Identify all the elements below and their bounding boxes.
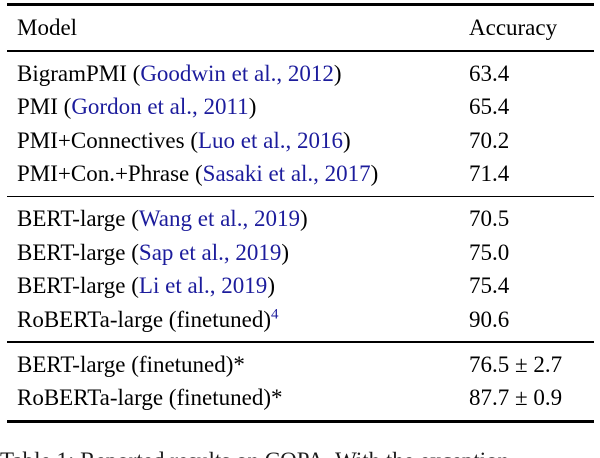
model-name-text: ) — [267, 273, 275, 299]
table-section-rule — [7, 195, 594, 198]
model-name-text: ) — [281, 239, 290, 265]
accuracy-cell: 70.2 — [469, 127, 510, 153]
table-row: PMI (Gordon et al., 2011) 65.4 — [7, 90, 594, 124]
table-row: BigramPMI (Goodwin et al., 2012) 63.4 — [7, 57, 594, 91]
table-group-bert: BERT-large (Wang et al., 2019) 70.5 BERT-l… — [7, 197, 594, 341]
citation-link[interactable]: Gordon et al., 2011 — [71, 94, 249, 120]
citation-link[interactable]: Li et al., 2019 — [138, 273, 268, 299]
citation-link[interactable]: Sasaki et al., 2017 — [202, 161, 371, 187]
model-cell: BERT-large (Li et al., 2019) — [7, 269, 469, 303]
table-header-rule — [7, 50, 594, 52]
table-top-rule — [7, 3, 594, 6]
model-name-text: ) — [299, 206, 308, 232]
model-cell: BERT-large (Sap et al., 2019) — [7, 236, 469, 270]
model-name-text: RoBERTa-large (finetuned)* — [17, 385, 283, 411]
accuracy-cell: 65.4 — [469, 94, 510, 120]
model-name-text: BigramPMI ( — [17, 60, 141, 86]
citation-link[interactable]: Wang et al., 2019 — [138, 206, 300, 232]
table-row: BERT-large (Wang et al., 2019) 70.5 — [7, 202, 594, 236]
model-name-text: PMI+Con.+Phrase ( — [17, 161, 203, 187]
accuracy-cell: 75.4 — [469, 273, 510, 299]
model-cell: RoBERTa-large (finetuned)4 — [7, 303, 469, 337]
column-header-accuracy: Accuracy — [469, 15, 558, 40]
table-row: BERT-large (Li et al., 2019) 75.4 — [7, 269, 594, 303]
accuracy-cell: 70.5 — [469, 206, 510, 232]
table-bottom-rule — [7, 419, 594, 423]
citation-link[interactable]: Goodwin et al., 2012 — [140, 60, 334, 86]
model-cell: RoBERTa-large (finetuned)* — [7, 381, 469, 415]
model-name-text: BERT-large ( — [17, 273, 139, 299]
table-row: PMI+Connectives (Luo et al., 2016) 70.2 — [7, 124, 594, 158]
footnote-link[interactable]: 4 — [270, 306, 279, 323]
results-table: Model Accuracy BigramPMI (Goodwin et al.… — [7, 3, 594, 423]
column-header-model: Model — [17, 15, 78, 40]
table-row: RoBERTa-large (finetuned)4 90.6 — [7, 303, 594, 337]
table-row: BERT-large (Sap et al., 2019) 75.0 — [7, 236, 594, 270]
table-row: PMI+Con.+Phrase (Sasaki et al., 2017) 71.… — [7, 157, 594, 191]
accuracy-cell: 87.7 ± 0.9 — [469, 385, 563, 411]
table-row: RoBERTa-large (finetuned)* 87.7 ± 0.9 — [7, 381, 594, 415]
model-cell: PMI+Connectives (Luo et al., 2016) — [7, 124, 469, 158]
model-cell: BERT-large (finetuned)* — [7, 348, 469, 382]
model-name-text: PMI+Connectives ( — [17, 127, 198, 153]
model-name-text: RoBERTa-large (finetuned) — [17, 306, 271, 332]
model-name-text: ) — [333, 60, 342, 86]
accuracy-cell: 71.4 — [469, 161, 510, 187]
table-header-row: Model Accuracy — [7, 6, 594, 50]
model-name-text: BERT-large ( — [17, 239, 139, 265]
model-name-text: ) — [370, 161, 379, 187]
table-group-finetuned: BERT-large (finetuned)* 76.5 ± 2.7 RoBERTa… — [7, 343, 594, 420]
citation-link[interactable]: Luo et al., 2016 — [197, 127, 343, 153]
model-cell: BERT-large (Wang et al., 2019) — [7, 202, 469, 236]
accuracy-cell: 75.0 — [469, 239, 510, 265]
table-row: BERT-large (finetuned)* 76.5 ± 2.7 — [7, 348, 594, 382]
table-group-pmi: BigramPMI (Goodwin et al., 2012) 63.4 PMI … — [7, 52, 594, 196]
model-name-text: BERT-large (finetuned)* — [17, 351, 245, 377]
model-name-text: ) — [342, 127, 351, 153]
table-section-rule — [7, 341, 594, 343]
model-name-text: PMI ( — [17, 94, 72, 120]
accuracy-cell: 90.6 — [469, 306, 510, 332]
citation-link[interactable]: Sap et al., 2019 — [138, 239, 282, 265]
model-cell: PMI (Gordon et al., 2011) — [7, 90, 469, 124]
model-cell: BigramPMI (Goodwin et al., 2012) — [7, 57, 469, 91]
model-name-text: BERT-large ( — [17, 206, 139, 232]
accuracy-cell: 76.5 ± 2.7 — [469, 351, 563, 377]
table-caption: Table 1: Reported results on COPA. With … — [0, 447, 600, 458]
model-cell: PMI+Con.+Phrase (Sasaki et al., 2017) — [7, 157, 469, 191]
accuracy-cell: 63.4 — [469, 60, 510, 86]
model-name-text: ) — [248, 94, 257, 120]
